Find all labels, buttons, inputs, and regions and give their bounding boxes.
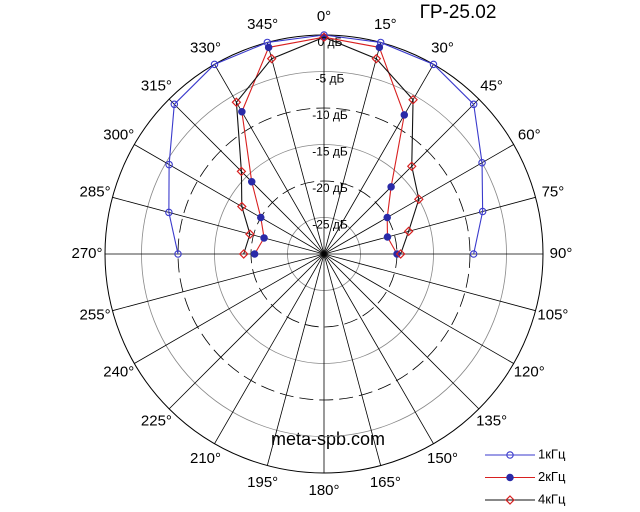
angle-label: 165° [370,474,401,491]
angle-label: 285° [80,184,111,201]
r-tick-label: -25 дБ [312,218,348,232]
spoke [323,253,434,444]
spoke [323,253,514,364]
spoke [168,253,325,410]
legend-label: 2кГц [538,469,566,484]
angle-label: 180° [308,482,339,499]
angle-label: 195° [247,474,278,491]
chart-title: ГР-25.02 [420,2,497,23]
data-point [319,32,329,43]
data-point [250,250,259,258]
angle-label: 135° [476,413,507,430]
spoke [323,253,536,312]
spoke [134,144,325,255]
data-point [260,234,268,242]
legend-label: 1кГц [538,446,566,461]
data-point [413,194,424,205]
data-point [257,213,265,222]
r-tick-label: -20 дБ [312,181,348,195]
spoke [323,196,536,255]
angle-label: 315° [141,77,172,94]
spoke [112,196,325,255]
data-point [400,111,409,119]
data-point [247,177,256,186]
data-point [478,207,487,216]
spoke [168,98,325,255]
data-point [469,250,478,258]
data-point [383,213,391,222]
r-tick-label: -5 дБ [316,72,345,86]
legend-marker [505,495,515,505]
spoke [266,253,325,466]
data-point [371,53,382,64]
angle-label: 255° [80,306,111,323]
data-point [236,166,247,177]
data-point [231,97,242,108]
spoke [214,64,325,255]
data-point [236,201,247,212]
angle-label: 270° [71,245,102,262]
legend-label: 4кГц [538,491,566,506]
r-tick-label: -15 дБ [312,145,348,159]
data-point [429,60,438,69]
angle-label: 90° [550,245,573,262]
spoke [323,253,382,466]
data-point [245,229,255,240]
data-point [238,249,249,259]
series [231,32,424,259]
angle-label: 240° [103,363,134,380]
data-point [165,208,173,217]
spoke [134,253,325,364]
angle-label: 105° [537,306,568,323]
angle-label: 330° [190,40,221,57]
series-line [235,36,420,255]
angle-label: 0° [317,8,331,25]
spoke [323,98,480,255]
angle-label: 300° [103,126,134,143]
data-point [210,60,219,69]
data-point [165,160,173,169]
spoke [112,253,325,312]
spoke [323,64,434,255]
data-point [469,100,478,109]
data-point [395,249,406,259]
data-point [478,159,486,167]
angle-label: 345° [247,16,278,33]
angle-label: 225° [141,413,172,430]
r-tick-label: -10 дБ [312,108,348,122]
data-point [170,100,179,109]
data-point [387,183,395,191]
data-point [264,43,273,52]
data-point [408,94,418,105]
angle-label: 150° [427,450,458,467]
angle-label: 75° [542,184,565,201]
angle-label: 15° [374,16,397,33]
data-point [238,108,246,116]
angle-label: 210° [190,450,221,467]
angle-label: 60° [518,126,541,143]
watermark: meta-spb.com [271,429,385,449]
data-point [383,233,392,241]
data-point [375,43,384,52]
angle-label: 120° [514,363,545,380]
angle-label: 45° [480,77,503,94]
data-point [174,250,182,258]
data-point [266,53,277,64]
spoke [323,42,382,255]
data-point [403,226,414,237]
data-point [406,161,417,172]
angle-label: 30° [431,40,454,57]
legend-marker [506,451,514,459]
spoke [323,253,480,410]
spoke [266,42,325,255]
spoke [214,253,325,444]
legend-marker [506,473,514,482]
